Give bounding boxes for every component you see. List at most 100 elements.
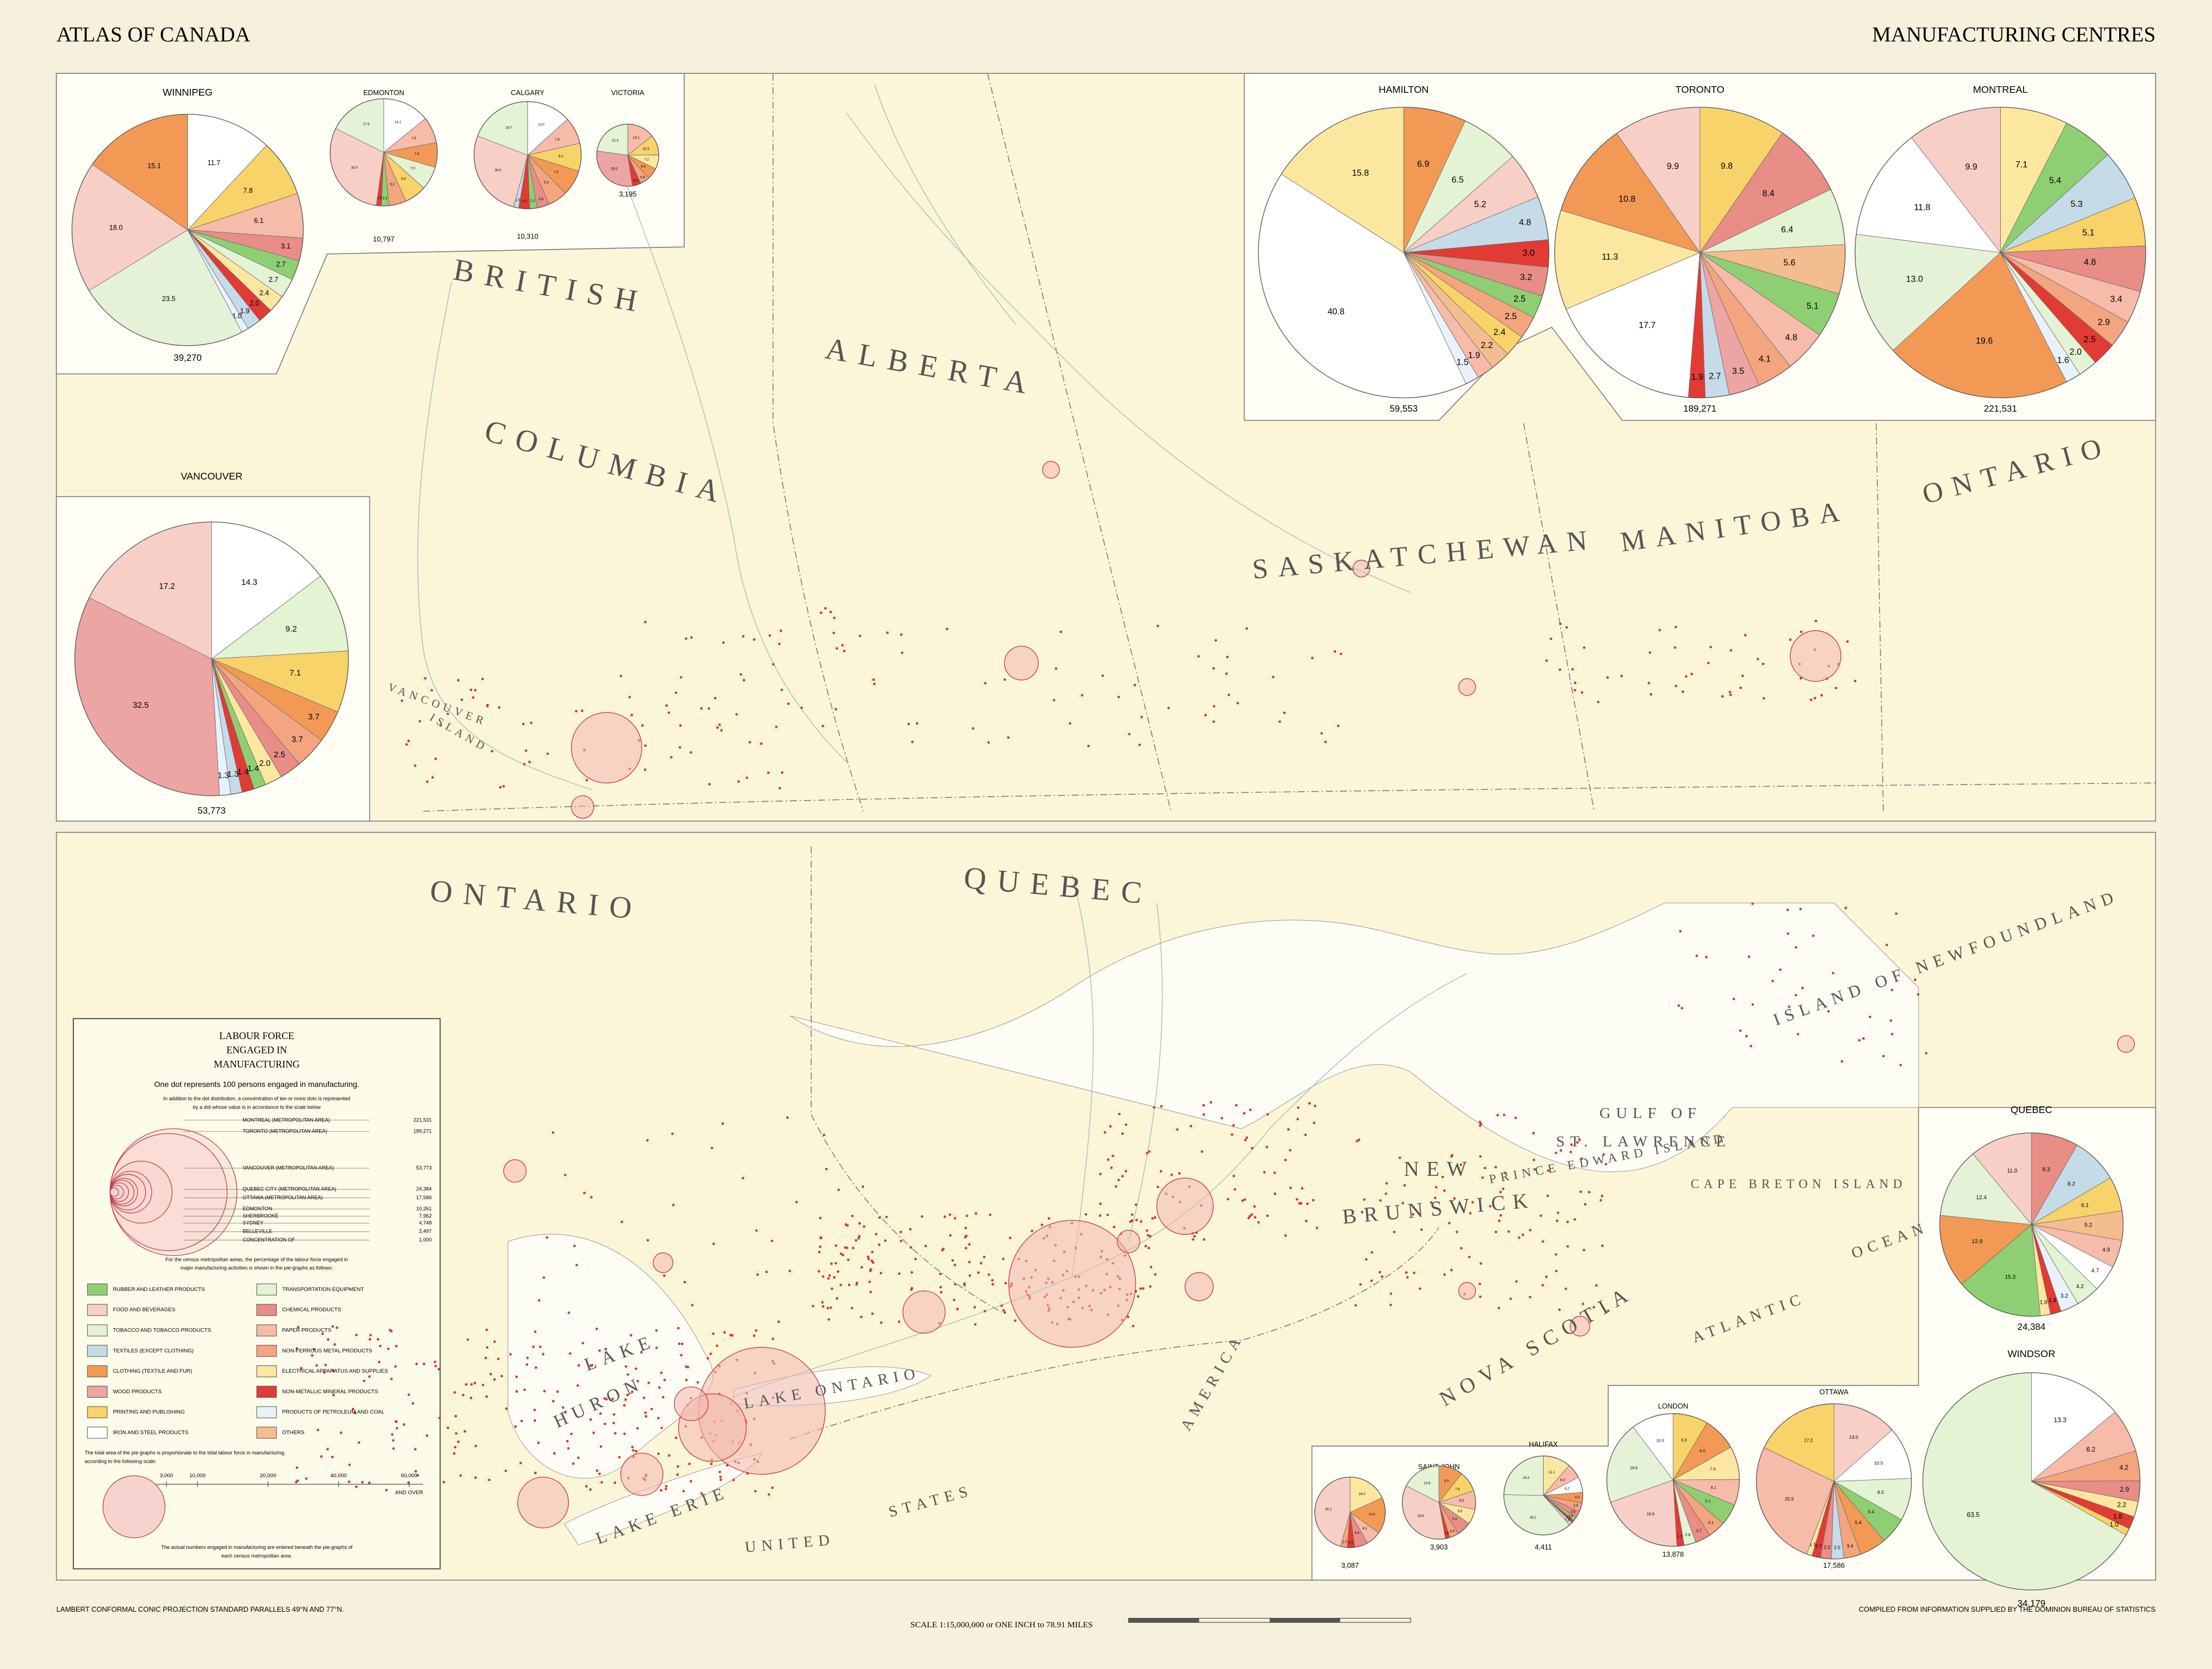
population-dot xyxy=(670,756,673,759)
population-dot xyxy=(1272,675,1274,678)
population-dot xyxy=(1142,1287,1145,1290)
slice-label: 3.5 xyxy=(1732,366,1744,376)
pie-total: 53,773 xyxy=(197,806,225,816)
population-dot xyxy=(965,1214,969,1218)
pie-outline xyxy=(71,113,304,346)
population-dot xyxy=(425,1434,429,1437)
population-dot xyxy=(1744,634,1747,637)
population-dot xyxy=(800,706,803,709)
population-dot xyxy=(411,1402,414,1405)
population-dot xyxy=(1578,1138,1581,1141)
population-dot xyxy=(1820,694,1823,697)
slice-label: 5.6 xyxy=(1783,258,1796,267)
slice-label: 6.1 xyxy=(254,217,264,225)
saskatchewan-river xyxy=(846,112,1411,593)
population-dot xyxy=(1212,667,1215,670)
population-dot xyxy=(1121,1175,1124,1178)
scale-entry: VANCOUVER (METROPOLITAN AREA) xyxy=(242,1165,334,1171)
population-dot xyxy=(1192,1238,1194,1241)
population-dot xyxy=(844,1246,847,1249)
population-dot xyxy=(348,1480,351,1483)
legend-pct-note: major manufacturing activities is shown … xyxy=(181,1265,333,1271)
population-dot xyxy=(1554,1253,1558,1256)
population-dot xyxy=(355,1485,358,1488)
population-dot xyxy=(391,1433,394,1436)
population-dot xyxy=(434,1364,437,1368)
pie-outline xyxy=(1854,107,2146,399)
population-dot xyxy=(1499,1214,1502,1217)
population-dot xyxy=(453,1391,457,1394)
population-dot xyxy=(811,1304,815,1308)
population-dot xyxy=(537,1441,540,1444)
population-dot xyxy=(742,635,745,638)
pie-total: 39,270 xyxy=(173,353,201,363)
pie-total: 189,271 xyxy=(1683,404,1717,414)
population-dot xyxy=(826,1307,829,1310)
slice-label: 1.5 xyxy=(1456,358,1469,367)
dot-layer xyxy=(295,461,2135,1528)
population-dot xyxy=(1484,1166,1486,1170)
population-dot xyxy=(1529,1295,1531,1299)
legend-item: CHEMICAL PRODUCTS xyxy=(282,1307,341,1313)
population-dot xyxy=(1030,1229,1034,1233)
slice-label: 10.8 xyxy=(1619,195,1636,204)
population-dot xyxy=(470,1383,473,1386)
population-dot xyxy=(910,1286,914,1290)
population-dot xyxy=(358,1441,360,1444)
population-dot xyxy=(1789,638,1792,641)
slice-label: 1.7 xyxy=(1677,1534,1682,1539)
slice-label: 2.0 xyxy=(259,759,271,768)
pie-outline xyxy=(74,521,349,796)
population-dot xyxy=(1443,1273,1446,1276)
population-dot xyxy=(1533,1168,1536,1171)
population-dot xyxy=(489,1373,492,1376)
legend-swatch xyxy=(256,1304,277,1316)
population-dot xyxy=(817,1270,821,1273)
pie-total: 4,411 xyxy=(1535,1543,1552,1551)
population-dot xyxy=(732,1478,735,1482)
population-dot xyxy=(1494,1166,1497,1169)
population-dot xyxy=(755,1229,758,1232)
population-dot xyxy=(1509,1297,1512,1300)
population-dot xyxy=(1469,1211,1472,1215)
population-dot xyxy=(1583,1249,1585,1251)
slice-label: 9.9 xyxy=(1965,162,1977,172)
population-dot xyxy=(1324,741,1327,743)
population-dot xyxy=(368,1481,371,1484)
population-dot xyxy=(662,1395,664,1399)
population-dot xyxy=(526,1357,529,1359)
population-dot xyxy=(431,776,434,779)
slice-label: 6.9 xyxy=(1417,160,1430,169)
population-dot xyxy=(788,1269,791,1273)
population-dot xyxy=(953,1263,956,1266)
population-dot xyxy=(1009,1236,1011,1239)
population-dot xyxy=(1124,1123,1128,1126)
slice-label: 30.0 xyxy=(351,166,358,170)
population-dot xyxy=(1296,1198,1298,1201)
population-dot xyxy=(858,1222,861,1225)
population-dot xyxy=(1889,1019,1892,1022)
population-dot xyxy=(1600,1194,1604,1198)
population-dot xyxy=(1455,1230,1459,1234)
population-dot xyxy=(1596,701,1600,703)
concentration-circle xyxy=(1570,1315,1590,1337)
population-dot xyxy=(460,698,463,701)
pie-outline xyxy=(1606,1413,1740,1547)
population-dot xyxy=(1266,1113,1269,1116)
slice-label: 18.0 xyxy=(109,224,122,232)
population-dot xyxy=(1580,691,1584,694)
concentration-circle xyxy=(2117,1035,2135,1053)
scale-bar-segment xyxy=(1128,1618,1199,1623)
slice-label: 1.6 xyxy=(1444,1531,1449,1535)
population-dot xyxy=(915,722,919,725)
population-dot xyxy=(1110,1166,1113,1169)
population-dot xyxy=(320,1455,323,1458)
population-dot xyxy=(1157,624,1159,628)
population-dot xyxy=(1273,1171,1276,1174)
population-dot xyxy=(1411,1213,1415,1216)
population-dot xyxy=(523,1388,526,1392)
population-dot xyxy=(1273,1192,1277,1195)
population-dot xyxy=(1471,1201,1474,1204)
slice-label: 8.0 xyxy=(1700,1449,1705,1453)
population-dot xyxy=(1559,668,1561,671)
